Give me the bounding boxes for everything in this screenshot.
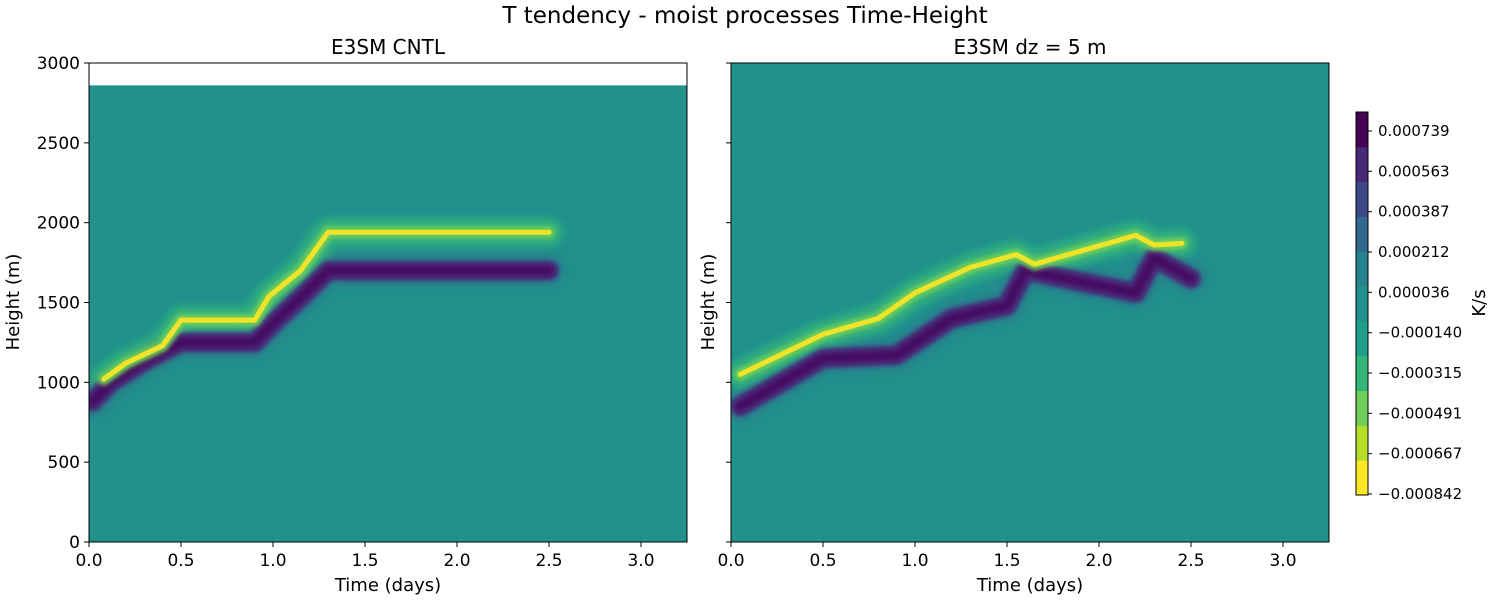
negative-band-peak — [736, 253, 1195, 411]
colorbar-band — [1356, 320, 1368, 357]
contour-marks — [89, 218, 567, 420]
colorbar-tick-label: 0.000036 — [1378, 283, 1450, 301]
x-tick-label: 0.0 — [717, 551, 744, 571]
x-tick-label: 3.0 — [1269, 551, 1296, 571]
x-tick-label: 1.0 — [259, 551, 286, 571]
y-tick-label: 1000 — [37, 373, 80, 393]
x-tick-label: 1.0 — [901, 551, 928, 571]
x-tick-label: 0.0 — [75, 551, 102, 571]
x-tick-label: 2.5 — [1177, 551, 1204, 571]
x-axis: 0.0 0.5 1.0 1.5 2.0 2.5 3.0 — [717, 542, 1297, 571]
colorbar-band — [1356, 286, 1368, 322]
colorbar-tick-label: 0.000212 — [1378, 243, 1450, 261]
colorbar-band — [1356, 146, 1368, 183]
x-axis-label: Time (days) — [976, 575, 1083, 596]
colorbar-band — [1356, 112, 1368, 148]
x-tick-label: 1.5 — [351, 551, 378, 571]
colorbar-band — [1356, 216, 1368, 252]
x-tick-label: 2.0 — [443, 551, 470, 571]
colorbar-label: K/s — [1469, 289, 1490, 316]
y-axis-label: Height (m) — [698, 254, 719, 351]
y-tick-label: 2500 — [37, 134, 80, 154]
y-tick-label: 2000 — [37, 214, 80, 234]
negative-band-peak — [89, 266, 553, 406]
colorbar-band — [1356, 181, 1368, 217]
x-tick-label: 3.0 — [627, 551, 654, 571]
y-axis: 0 500 1000 1500 2000 2500 3000 — [37, 54, 89, 553]
panel-dz5: E3SM dz = 5 m 0.0 0.5 1.0 1.5 2.0 2.5 3.0 Time… — [698, 35, 1330, 596]
x-axis-label: Time (days) — [334, 575, 441, 596]
colorbar-tick-label: 0.000739 — [1378, 122, 1450, 140]
positive-band-peak — [101, 229, 552, 382]
colorbar-band — [1356, 460, 1368, 496]
colorbar-band — [1356, 425, 1368, 461]
background-field — [731, 63, 1329, 542]
colorbar-band — [1356, 355, 1368, 392]
colorbar-tick-label: 0.000563 — [1378, 162, 1450, 180]
colorbar-band — [1356, 390, 1368, 426]
contour-marks — [731, 221, 1209, 425]
colorbar: 0.000739 0.000563 0.000387 0.000212 0.000036… — [1355, 111, 1490, 503]
colorbar-frame — [1355, 111, 1369, 496]
colorbar-bands — [1356, 112, 1368, 496]
x-axis: 0.0 0.5 1.0 1.5 2.0 2.5 3.0 — [75, 542, 655, 571]
colorbar-tick-label: −0.000140 — [1378, 324, 1462, 342]
colorbar-tick-label: 0.000387 — [1378, 203, 1450, 221]
figure-title: T tendency - moist processes Time-Height — [501, 3, 987, 29]
colorbar-tick-label: −0.000315 — [1378, 364, 1462, 382]
x-tick-label: 2.5 — [535, 551, 562, 571]
panel-cntl: E3SM CNTL 0.0 0.5 1.0 1.5 2.0 2.5 3.0 0 500 1000… — [3, 35, 688, 596]
colorbar-band — [1356, 251, 1368, 287]
x-tick-label: 0.5 — [809, 551, 836, 571]
positive-band-peak — [737, 232, 1185, 377]
y-tick-label: 0 — [69, 533, 80, 553]
x-tick-label: 1.5 — [993, 551, 1020, 571]
colorbar-tick-label: −0.000842 — [1378, 485, 1462, 503]
y-tick-label: 3000 — [37, 54, 80, 74]
colorbar-ticks: 0.000739 0.000563 0.000387 0.000212 0.000036… — [1368, 122, 1462, 503]
x-tick-label: 0.5 — [167, 551, 194, 571]
colorbar-tick-label: −0.000491 — [1378, 404, 1462, 422]
y-axis-label: Height (m) — [3, 254, 24, 351]
y-tick-label: 1500 — [37, 294, 80, 314]
panel-title: E3SM CNTL — [331, 35, 446, 59]
x-tick-label: 2.0 — [1085, 551, 1112, 571]
panel-title: E3SM dz = 5 m — [954, 35, 1107, 59]
y-axis — [726, 62, 731, 543]
colorbar-tick-label: −0.000667 — [1378, 445, 1462, 463]
y-tick-label: 500 — [48, 453, 80, 473]
